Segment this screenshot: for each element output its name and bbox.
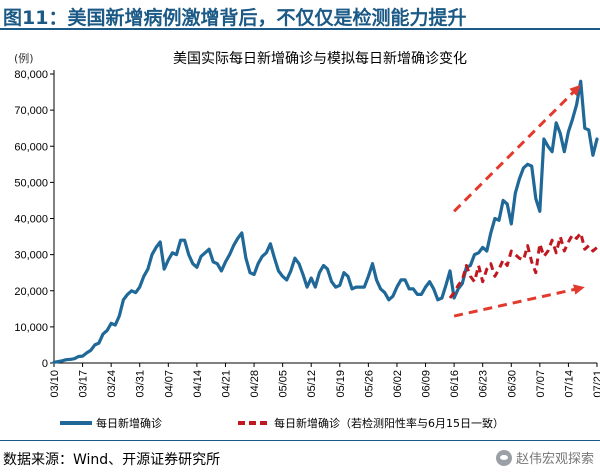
x-tick-label: 06/23	[478, 370, 490, 398]
x-tick-label: 03/10	[49, 370, 61, 398]
trend-arrow-line	[453, 90, 575, 213]
x-tick-label: 06/02	[392, 370, 404, 398]
watermark-text: 赵伟宏观探索	[515, 452, 594, 467]
x-tick-label: 03/17	[78, 370, 90, 398]
x-axis: 03/10 03/17 03/24 03/31 04/07 04/14 04/21 04/28…	[49, 362, 600, 398]
x-tick-label: 05/26	[363, 370, 375, 398]
trend-arrow-line	[453, 287, 576, 318]
y-tick-label: 20,000	[14, 286, 48, 298]
y-tick-label: 10,000	[14, 322, 48, 334]
x-tick-label: 07/07	[535, 370, 547, 398]
y-tick-label: 40,000	[14, 214, 48, 226]
y-tick-label: 0	[42, 358, 48, 370]
y-tick-label: 60,000	[14, 141, 48, 153]
x-tick-label: 05/05	[278, 370, 290, 398]
series-layer	[52, 79, 599, 364]
y-tick-label: 80,000	[14, 69, 48, 81]
figure-header: 图11：美国新增病例激增背后，不仅仅是检测能力提升	[0, 0, 600, 30]
x-tick-label: 03/24	[106, 370, 118, 398]
trend-arrow-head	[573, 284, 585, 295]
wechat-icon	[495, 449, 512, 466]
figure-title: 图11：美国新增病例激增背后，不仅仅是检测能力提升	[3, 7, 467, 29]
trend-arrow-head	[569, 84, 581, 97]
chart-root: 美国实际每日新增确诊与模拟每日新增确诊变化 (例) 0 10,000 20,000 3…	[14, 51, 600, 430]
y-tick-label: 50,000	[14, 177, 48, 189]
x-tick-label: 04/21	[220, 370, 232, 398]
x-tick-label: 07/14	[563, 370, 575, 398]
x-tick-label: 06/16	[449, 370, 461, 398]
x-tick-label: 05/12	[306, 370, 318, 398]
x-tick-label: 04/28	[249, 370, 261, 398]
y-axis: 0 10,000 20,000 30,000 40,000 50,000 60,000 70,…	[14, 69, 55, 370]
x-tick-label: 06/09	[421, 370, 433, 398]
x-tick-label: 07/21	[592, 370, 600, 398]
x-tick-label: 05/19	[335, 370, 347, 398]
x-tick-label: 03/31	[135, 370, 147, 398]
x-tick-label: 04/07	[163, 370, 175, 398]
watermark: 赵伟宏观探索	[495, 448, 594, 467]
x-tick-label: 04/14	[192, 370, 204, 398]
y-tick-label: 70,000	[14, 105, 48, 117]
chart: 美国实际每日新增确诊与模拟每日新增确诊变化 (例) 0 10,000 20,000 3…	[14, 51, 600, 430]
y-unit-label: (例)	[14, 51, 34, 65]
y-tick-label: 30,000	[14, 250, 48, 262]
legend-label-actual: 每日新增确诊	[96, 416, 162, 430]
series-line-actual	[52, 79, 599, 364]
footer-divider	[0, 440, 600, 441]
source-note: 数据来源：Wind、开源证券研究所	[3, 452, 221, 468]
chart-title: 美国实际每日新增确诊与模拟每日新增确诊变化	[173, 51, 467, 67]
legend-label-simulated: 每日新增确诊（若检测阳性率与6月15日一致）	[274, 416, 504, 430]
x-tick-label: 06/30	[506, 370, 518, 398]
legend: 每日新增确诊 每日新增确诊（若检测阳性率与6月15日一致）	[60, 416, 504, 430]
annotation-layer	[453, 84, 585, 318]
